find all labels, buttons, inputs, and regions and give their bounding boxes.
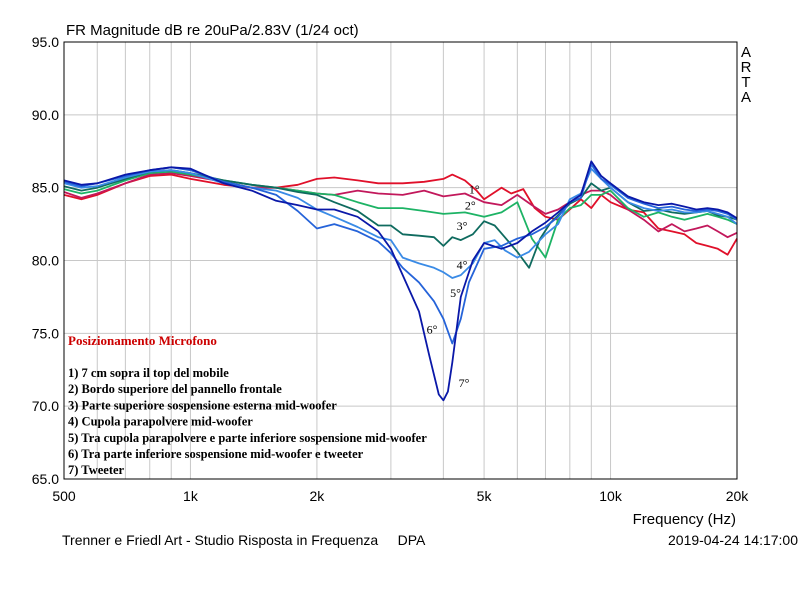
series-label-6: 6° [427,322,438,336]
series-line-6 [63,163,738,345]
legend-item-6: 6) Tra parte inferiore sospensione mid-w… [68,447,364,461]
series-line-7 [63,160,738,402]
series-label-3: 3° [457,219,468,233]
y-tick-label-3: 80.0 [32,253,59,269]
grid-lines [63,41,738,480]
series-label-5: 5° [450,286,461,300]
plot-frame [63,41,738,480]
x-tick-label-1: 1k [183,488,199,504]
legend-item-3: 3) Parte superiore sospensione esterna m… [68,398,337,412]
y-tick-label-5: 90.0 [32,107,59,123]
footer-left-text: Trenner e Friedl Art - Studio Risposta i… [62,532,426,548]
brand-letter-1: R [741,59,752,76]
series-label-7: 7° [459,376,470,390]
x-tick-label-2: 2k [310,488,326,504]
y-tick-label-0: 65.0 [32,471,59,487]
x-tick-label-3: 5k [477,488,493,504]
chart-title: FR Magnitude dB re 20uPa/2.83V (1/24 oct… [66,22,359,39]
legend-item-2: 2) Bordo superiore del pannello frontale [68,382,282,396]
footer-timestamp: 2019-04-24 14:17:00 [668,532,798,548]
x-tick-label-4: 10k [599,488,623,504]
brand-letter-2: T [741,74,750,91]
series-label-1: 1° [469,182,480,196]
series-layer [63,160,738,402]
legend-title: Posizionamento Microfono [68,333,217,348]
x-axis-label: Frequency (Hz) [633,511,736,528]
brand-letter-0: A [741,44,751,61]
legend-item-7: 7) Tweeter [68,463,125,477]
y-tick-label-2: 75.0 [32,325,59,341]
series-labels: 1° 2° 3° 4° 5° 6° 7° [427,182,480,390]
legend-item-4: 4) Cupola parapolvere mid-woofer [68,415,253,429]
legend-item-5: 5) Tra cupola parapolvere e parte inferi… [68,431,427,445]
brand-letter-3: A [741,89,751,106]
series-line-5 [63,167,738,279]
legend-box: Posizionamento Microfono 1) 7 cm sopra il… [68,333,427,477]
y-tick-label-6: 95.0 [32,34,59,50]
x-tick-label-5: 20k [726,488,750,504]
series-label-2: 2° [465,199,476,213]
x-tick-label-0: 500 [52,488,76,504]
series-line-1 [63,173,738,256]
y-tick-label-1: 70.0 [32,398,59,414]
axis-ticks: 65.0 70.0 75.0 80.0 85.0 90.0 95.0 500 1k 2k 5k 10k… [32,34,750,504]
y-tick-label-4: 85.0 [32,180,59,196]
series-label-4: 4° [457,258,468,272]
legend-item-1: 1) 7 cm sopra il top del mobile [68,366,229,380]
